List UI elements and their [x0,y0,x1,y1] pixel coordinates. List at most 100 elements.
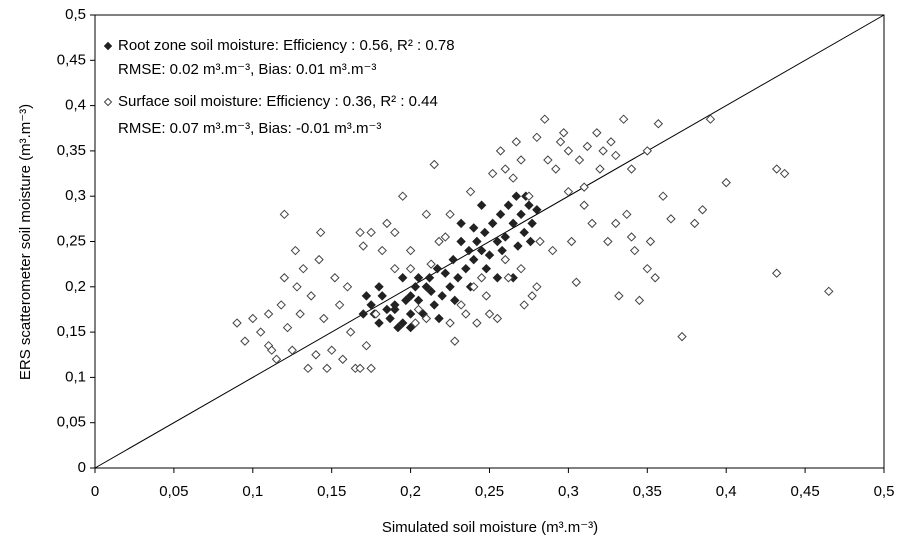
point [543,155,553,165]
point [315,227,326,238]
point [666,214,676,224]
point [563,186,574,197]
point [579,200,589,210]
point [626,232,637,242]
point [492,236,503,247]
point [513,241,523,251]
point [450,295,460,306]
point [342,282,353,292]
point [487,218,498,229]
point [232,318,242,328]
point [445,209,455,220]
x-tick-label: 0,45 [790,483,819,500]
point [240,336,250,346]
legend-label: Surface soil moisture: Efficiency : 0.36… [118,93,438,110]
y-tick-label: 0,2 [65,278,86,295]
point [398,318,408,328]
point [516,155,526,165]
point [432,263,443,274]
point [492,273,503,283]
point [330,273,340,283]
point [527,291,537,301]
point [405,291,416,301]
point [634,295,645,306]
point [532,205,542,215]
point [527,218,537,229]
point [440,232,451,242]
point [519,300,529,310]
point [263,309,274,319]
point [382,218,392,229]
point [358,241,368,251]
point [279,209,290,220]
point [361,291,372,301]
point [535,236,545,247]
point [618,114,629,124]
x-tick-label: 0,25 [475,483,504,500]
point [476,273,487,283]
point [582,141,593,152]
point [374,282,384,292]
point [611,218,621,229]
point [503,200,514,210]
point [410,282,421,292]
point [689,218,700,229]
point [366,227,376,238]
point [456,300,466,310]
point [421,282,432,292]
point [413,304,424,315]
point [500,232,510,242]
point [426,259,436,269]
point [437,291,447,301]
point [461,309,471,319]
point [429,300,439,310]
point [345,327,356,337]
point [306,291,316,301]
annotation: RMSE: 0.02 m³.m⁻³, Bias: 0.01 m³.m⁻³ [118,61,376,78]
x-tick-label: 0 [91,483,99,500]
y-axis-title: ERS scatterometer soil moisture (m³.m⁻³) [17,104,34,380]
point [355,227,365,238]
point [374,318,384,328]
point [303,363,313,374]
point [524,191,534,201]
point [377,291,387,301]
point [705,114,716,124]
point [547,245,558,256]
point [606,137,616,147]
point [424,273,435,283]
point [371,309,381,319]
point [492,313,503,324]
point [532,282,542,292]
point [650,273,660,283]
point [385,313,395,324]
point [469,282,479,292]
point [464,245,474,256]
point [622,209,632,220]
y-tick-label: 0,3 [65,187,86,204]
point [566,236,577,247]
y-tick-label: 0,15 [57,323,86,340]
point [516,209,526,220]
point [555,137,566,147]
x-tick-label: 0,3 [558,483,579,500]
point [453,273,463,283]
point [516,263,526,274]
point [377,245,387,256]
x-tick-label: 0,05 [159,483,188,500]
point [598,146,608,156]
point [519,227,529,238]
point [497,245,507,256]
point [390,263,400,274]
x-tick-label: 0,1 [242,483,263,500]
y-tick-label: 0,1 [65,368,86,385]
point [279,273,290,283]
point [434,313,444,324]
point [495,146,506,156]
point [366,300,376,310]
point [487,168,498,179]
point [248,313,258,324]
point [563,146,574,156]
point [314,254,324,265]
point [558,128,569,138]
